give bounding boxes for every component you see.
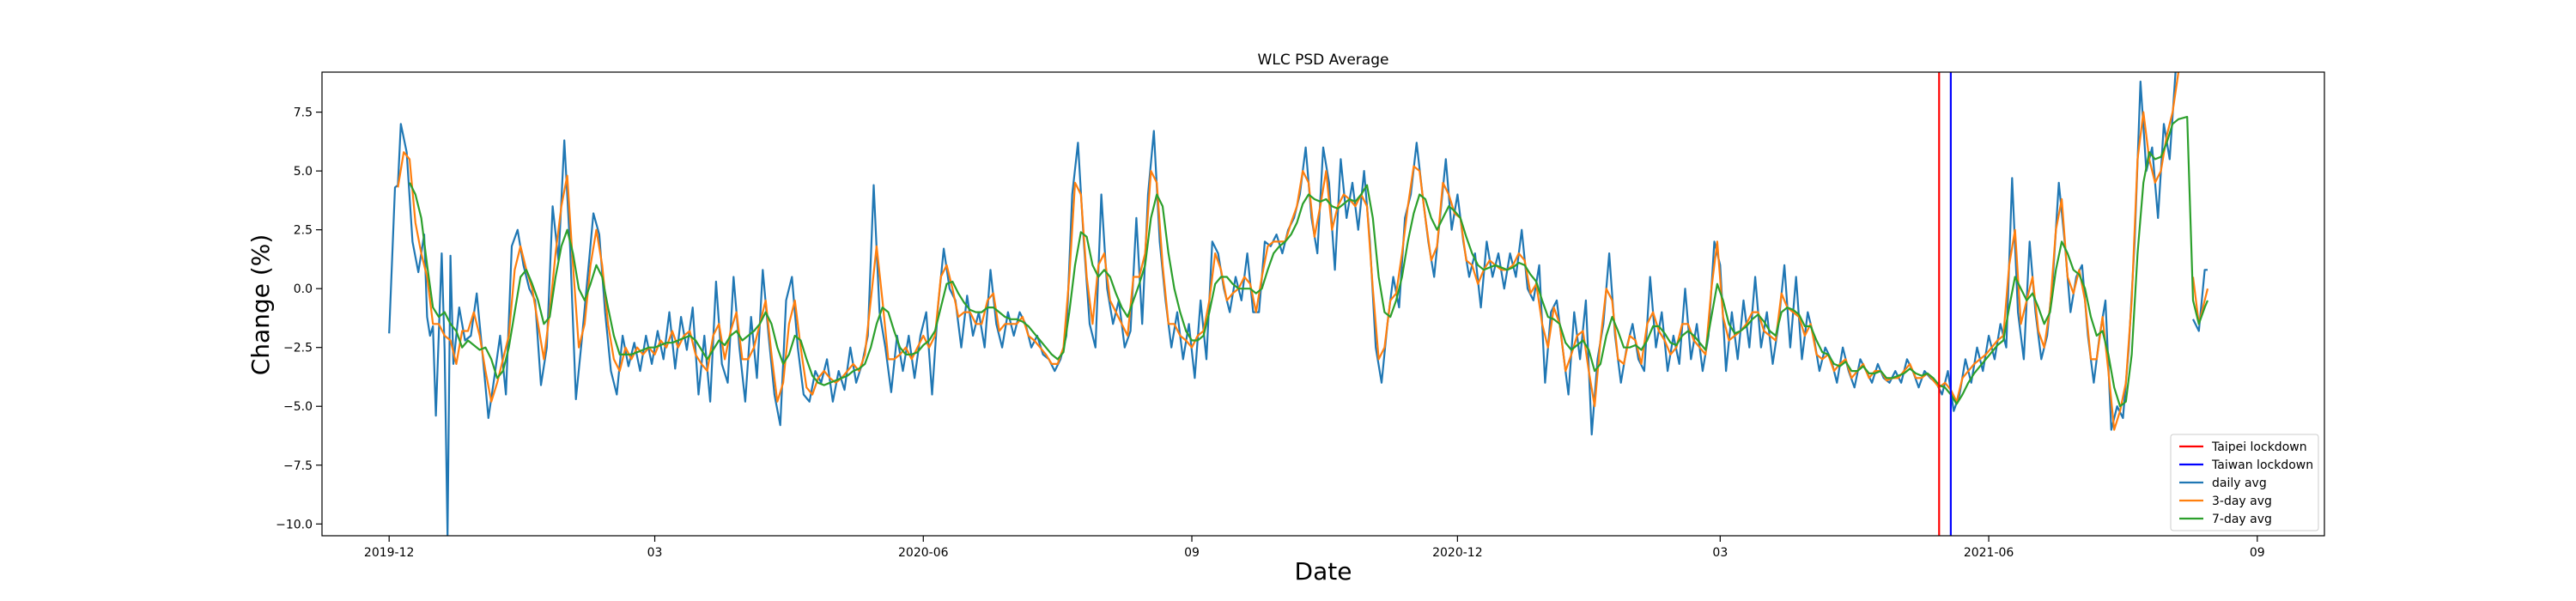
series-layer <box>388 72 2209 536</box>
series-line-daily-avg <box>388 72 2208 536</box>
legend-label: 3-day avg <box>2212 495 2272 508</box>
legend: Taipei lockdown Taiwan lockdown daily avg 3… <box>2170 434 2319 531</box>
x-tick-label: 03 <box>1712 546 1728 560</box>
y-axis: 7.5 5.0 2.5 0.0 −2.5 −5.0 −7.5 −10.0 <box>276 106 322 531</box>
plot-frame <box>321 71 2325 537</box>
x-axis-label: Date <box>1295 557 1352 586</box>
x-tick-label: 2019-12 <box>364 546 415 560</box>
y-tick-label: 5.0 <box>294 165 313 179</box>
lockdown-lines <box>1938 72 1952 536</box>
y-tick-label: −5.0 <box>283 400 313 414</box>
x-tick-label: 2020-06 <box>898 546 949 560</box>
legend-label: Taiwan lockdown <box>2211 458 2313 472</box>
x-tick-label: 2020-12 <box>1432 546 1483 560</box>
x-tick-label: 03 <box>647 546 663 560</box>
x-tick-label: 2021-06 <box>1964 546 2014 560</box>
y-tick-label: −10.0 <box>276 518 313 531</box>
x-tick-label: 09 <box>1184 546 1200 560</box>
legend-label: daily avg <box>2212 477 2267 490</box>
x-tick-label: 09 <box>2250 546 2265 560</box>
legend-label: Taipei lockdown <box>2211 440 2307 454</box>
series-line-7-day-avg <box>409 116 2209 408</box>
chart-title: WLC PSD Average <box>1258 52 1389 69</box>
x-axis: 2019-12 03 2020-06 09 2020-12 03 2021-06 09 <box>364 536 2265 560</box>
y-tick-label: 0.0 <box>294 282 313 296</box>
y-tick-label: 2.5 <box>294 224 313 238</box>
series-line-3-day-avg <box>397 72 2209 431</box>
legend-label: 7-day avg <box>2212 513 2272 526</box>
y-axis-label: Change (%) <box>246 234 275 376</box>
y-tick-label: −2.5 <box>283 342 313 355</box>
y-tick-label: 7.5 <box>294 106 313 120</box>
y-tick-label: −7.5 <box>283 459 313 473</box>
legend-box <box>2170 434 2319 531</box>
